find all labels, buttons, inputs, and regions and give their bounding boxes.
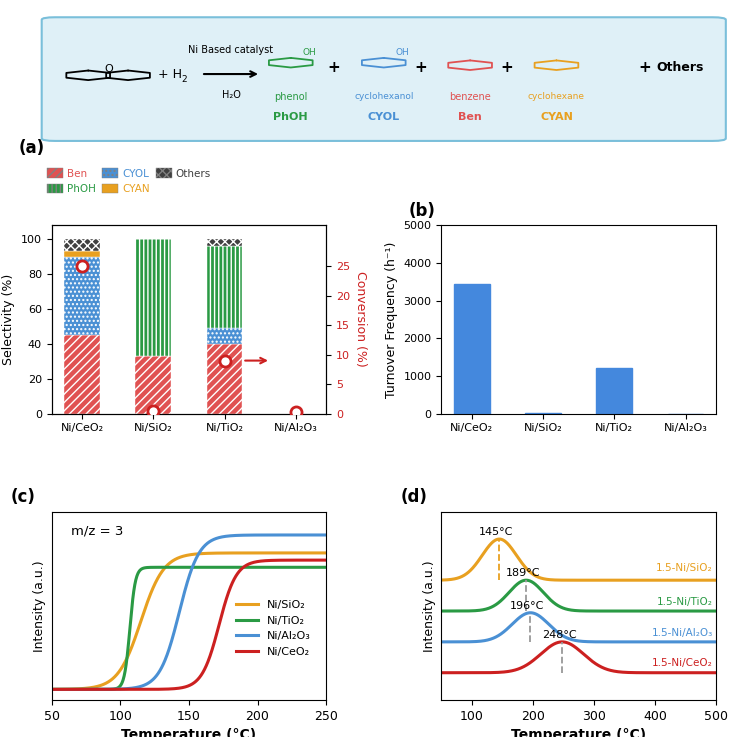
Text: O: O [104, 64, 113, 74]
X-axis label: Temperature (°C): Temperature (°C) [121, 728, 256, 737]
Ni/TiO₂ [256, 563, 265, 572]
Ni/CeO₂ [283, 556, 292, 565]
Ni/SiO₂ [207, 549, 215, 558]
Text: phenol: phenol [274, 92, 308, 102]
Text: benzene: benzene [449, 92, 491, 102]
Line: Ni/TiO₂: Ni/TiO₂ [52, 567, 326, 689]
Text: +: + [639, 60, 658, 75]
Ni/Al₂O₃ [47, 685, 56, 694]
Y-axis label: Intensity (a.u.): Intensity (a.u.) [33, 560, 46, 652]
Legend: Ben, PhOH, CYOL, CYAN, Others: Ben, PhOH, CYOL, CYAN, Others [43, 164, 215, 198]
Text: +: + [414, 60, 427, 75]
Bar [207, 328, 242, 343]
Text: + H: + H [158, 68, 182, 80]
FancyBboxPatch shape [41, 17, 726, 141]
Text: CYOL: CYOL [368, 112, 400, 122]
Text: +: + [328, 60, 340, 75]
Bar [64, 256, 100, 335]
Bar [207, 239, 242, 246]
Ni/Al₂O₃ [214, 534, 223, 542]
Bar [207, 343, 242, 413]
Bar [64, 251, 100, 256]
Bar [207, 246, 242, 328]
Ni/Al₂O₃ [207, 537, 215, 545]
Text: 189°C: 189°C [506, 568, 540, 579]
Ni/TiO₂ [47, 685, 56, 694]
Ni/SiO₂ [214, 548, 223, 557]
Ni/SiO₂ [322, 548, 331, 557]
Ni/Al₂O₃ [222, 532, 231, 541]
Text: 196°C: 196°C [510, 601, 545, 611]
Text: (a): (a) [18, 139, 45, 158]
Bar [64, 335, 100, 413]
Text: cyclohexanol: cyclohexanol [354, 92, 413, 101]
Ni/CeO₂ [222, 594, 231, 603]
Text: 145°C: 145°C [479, 528, 514, 537]
Ni/TiO₂ [322, 563, 331, 572]
Text: CYAN: CYAN [540, 112, 573, 122]
Ni/TiO₂ [64, 685, 73, 694]
Ni/TiO₂ [214, 563, 223, 572]
Text: OH: OH [396, 48, 410, 57]
Legend: Ni/SiO₂, Ni/TiO₂, Ni/Al₂O₃, Ni/CeO₂: Ni/SiO₂, Ni/TiO₂, Ni/Al₂O₃, Ni/CeO₂ [231, 595, 315, 661]
Line: Ni/Al₂O₃: Ni/Al₂O₃ [52, 535, 326, 689]
Line: Ni/SiO₂: Ni/SiO₂ [52, 553, 326, 689]
Ni/SiO₂ [255, 548, 264, 557]
Ni/TiO₂ [284, 563, 293, 572]
X-axis label: Temperature (°C): Temperature (°C) [511, 728, 646, 737]
Ni/SiO₂ [47, 685, 56, 694]
Text: PhOH: PhOH [274, 112, 308, 122]
Text: OH: OH [303, 48, 317, 57]
Ni/TiO₂ [222, 563, 231, 572]
Bar [64, 239, 100, 251]
Ni/SiO₂ [222, 548, 231, 557]
Ni/Al₂O₃ [283, 531, 292, 539]
Ni/Al₂O₃ [255, 531, 264, 539]
Text: Ni Based catalyst: Ni Based catalyst [188, 45, 274, 55]
Y-axis label: Turnover Frequency (h⁻¹): Turnover Frequency (h⁻¹) [385, 241, 398, 397]
Ni/SiO₂ [64, 685, 73, 694]
Text: cyclohexane: cyclohexane [528, 92, 585, 101]
Bar [454, 284, 489, 413]
Text: (c): (c) [10, 488, 35, 506]
Ni/CeO₂ [214, 624, 223, 632]
Text: 248°C: 248°C [542, 630, 576, 640]
Text: m/z = 3: m/z = 3 [71, 525, 123, 538]
Text: 1.5-Ni/TiO₂: 1.5-Ni/TiO₂ [657, 597, 713, 607]
Text: (d): (d) [400, 488, 427, 506]
Bar [136, 356, 171, 413]
Text: 2: 2 [182, 74, 187, 83]
Y-axis label: Conversion (%): Conversion (%) [354, 271, 367, 367]
Ni/CeO₂ [207, 649, 215, 657]
Ni/TiO₂ [207, 563, 215, 572]
Text: H₂O: H₂O [221, 91, 241, 100]
Ni/Al₂O₃ [64, 685, 73, 694]
Bar [136, 239, 171, 356]
Y-axis label: Selectivity (%): Selectivity (%) [2, 273, 15, 365]
Text: 1.5-Ni/Al₂O₃: 1.5-Ni/Al₂O₃ [652, 628, 713, 638]
Text: (b): (b) [408, 202, 435, 220]
Bar [596, 368, 632, 413]
Ni/CeO₂ [64, 685, 73, 694]
Ni/SiO₂ [283, 548, 292, 557]
Text: +: + [500, 60, 513, 75]
Ni/CeO₂ [47, 685, 56, 694]
Ni/Al₂O₃ [322, 531, 331, 539]
Line: Ni/CeO₂: Ni/CeO₂ [52, 560, 326, 689]
Ni/CeO₂ [322, 556, 331, 565]
Text: 1.5-Ni/SiO₂: 1.5-Ni/SiO₂ [656, 563, 713, 573]
Text: 1.5-Ni/CeO₂: 1.5-Ni/CeO₂ [652, 658, 713, 668]
Ni/CeO₂ [255, 556, 264, 565]
Text: Ben: Ben [458, 112, 482, 122]
Y-axis label: Intensity (a.u.): Intensity (a.u.) [423, 560, 436, 652]
Text: Others: Others [656, 61, 703, 74]
Ni/TiO₂ [227, 563, 235, 572]
